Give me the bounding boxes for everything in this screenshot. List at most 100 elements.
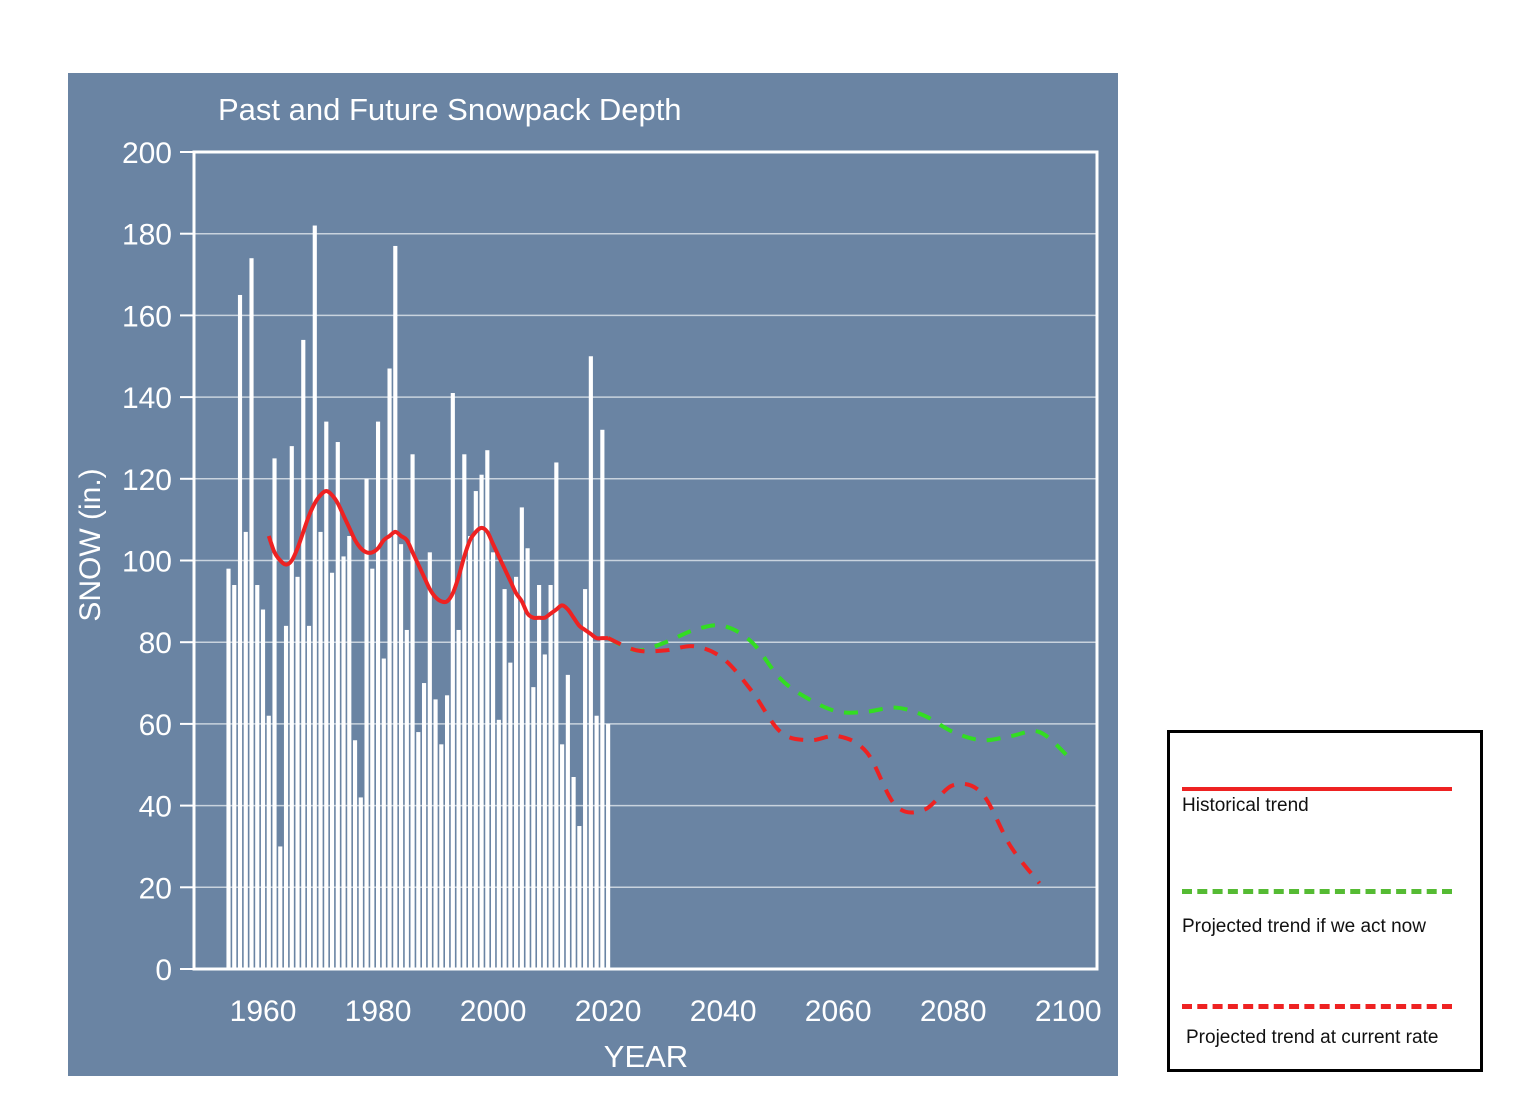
bar-1986 (410, 454, 415, 969)
bar-2016 (583, 589, 588, 969)
bar-1980 (375, 421, 381, 969)
bar-1987 (416, 732, 421, 969)
bar-2003 (508, 662, 513, 969)
bar-2007 (531, 687, 536, 969)
bar-1982 (387, 368, 392, 969)
bar-1976 (352, 740, 358, 969)
trend-lines-group (266, 489, 1070, 885)
bar-1971 (324, 421, 329, 969)
y-tick-label: 60 (139, 709, 172, 742)
chart-panel (68, 73, 1118, 1076)
bar-1992 (444, 695, 450, 969)
bar-1973 (335, 442, 340, 969)
bar-2014 (571, 777, 576, 969)
bar-1999 (485, 450, 490, 970)
legend-swatch-current-rate (1182, 1004, 1452, 1009)
bar-1969 (312, 225, 317, 969)
bar-2008 (537, 585, 542, 969)
y-tick-label: 120 (122, 464, 172, 497)
bar-1958 (249, 258, 254, 970)
bar-2019 (600, 429, 605, 969)
bar-1995 (462, 454, 467, 969)
bar-1985 (404, 629, 409, 969)
legend-swatch-historical (1182, 787, 1452, 791)
bar-1991 (439, 744, 444, 969)
bar-1978 (364, 478, 369, 969)
bar-1965 (289, 446, 294, 969)
y-axis-label: SNOW (in.) (74, 468, 107, 621)
bar-1954 (226, 568, 231, 969)
bar-2009 (542, 654, 547, 969)
bar-1961 (266, 715, 271, 969)
bar-1988 (421, 683, 427, 969)
bar-1994 (456, 629, 461, 969)
x-tick-label: 1980 (345, 995, 412, 1028)
legend: Historical trend Projected trend if we a… (1167, 730, 1483, 1072)
bar-1955 (232, 585, 237, 969)
bar-1993 (450, 393, 455, 969)
bar-1956 (237, 294, 243, 970)
y-tick-label: 80 (139, 627, 172, 660)
bar-1960 (260, 609, 266, 969)
y-tick-label: 140 (122, 382, 172, 415)
series-line-2 (607, 636, 1042, 885)
x-tick-label: 2100 (1035, 995, 1102, 1028)
y-tick-label: 100 (122, 546, 172, 579)
bar-1990 (433, 699, 438, 969)
bar-2018 (594, 715, 599, 969)
bar-2013 (565, 674, 570, 969)
y-tick-label: 200 (122, 137, 172, 170)
bar-1967 (301, 339, 306, 969)
bar-2005 (519, 507, 524, 969)
y-axis-ticks: 0 20 40 60 80 100 120 140 160 180 200 (122, 137, 194, 987)
y-tick-label: 40 (139, 791, 172, 824)
bars-group (226, 225, 611, 970)
bar-2012 (560, 744, 565, 969)
x-tick-label: 1960 (230, 995, 297, 1028)
legend-label-current-rate: Projected trend at current rate (1186, 1027, 1439, 1048)
x-tick-label: 2060 (805, 995, 872, 1028)
bar-1975 (347, 535, 352, 969)
y-tick-label: 0 (155, 954, 172, 987)
bar-1962 (272, 458, 277, 969)
x-tick-label: 2020 (575, 995, 642, 1028)
bar-1981 (381, 658, 386, 969)
bar-1968 (306, 625, 312, 969)
bar-1966 (295, 576, 300, 969)
legend-label-historical: Historical trend (1182, 795, 1309, 816)
bar-2020 (606, 723, 611, 969)
series-line-0 (266, 489, 609, 641)
x-axis-ticks: 1960 1980 2000 2020 2040 2060 2080 2100 (230, 995, 1102, 1028)
bar-1989 (427, 552, 432, 969)
bar-1970 (318, 531, 323, 969)
bar-1964 (283, 625, 289, 969)
bar-1984 (398, 544, 404, 969)
x-tick-label: 2040 (690, 995, 757, 1028)
bar-1957 (243, 531, 248, 969)
bar-1972 (329, 572, 335, 969)
legend-swatch-act-now (1182, 889, 1452, 894)
bar-1974 (341, 556, 346, 969)
bar-2017 (588, 356, 593, 969)
y-tick-label: 160 (122, 300, 172, 333)
chart-title: Past and Future Snowpack Depth (218, 92, 682, 127)
bar-1996 (468, 535, 473, 969)
legend-label-act-now: Projected trend if we act now (1182, 916, 1426, 937)
bar-2002 (502, 589, 507, 969)
bar-2010 (548, 585, 553, 969)
bar-1998 (479, 474, 484, 969)
bar-1983 (393, 245, 398, 969)
bar-2001 (496, 719, 501, 969)
bar-1963 (278, 846, 283, 969)
bar-1977 (358, 797, 363, 969)
x-tick-label: 2000 (460, 995, 527, 1028)
bar-2006 (525, 548, 530, 969)
x-axis-label: YEAR (604, 1039, 688, 1074)
series-line-1 (607, 623, 1070, 759)
bar-2015 (577, 826, 582, 969)
y-tick-label: 20 (139, 872, 172, 905)
bar-2000 (491, 552, 496, 969)
bar-1979 (370, 568, 375, 969)
x-tick-label: 2080 (920, 995, 987, 1028)
